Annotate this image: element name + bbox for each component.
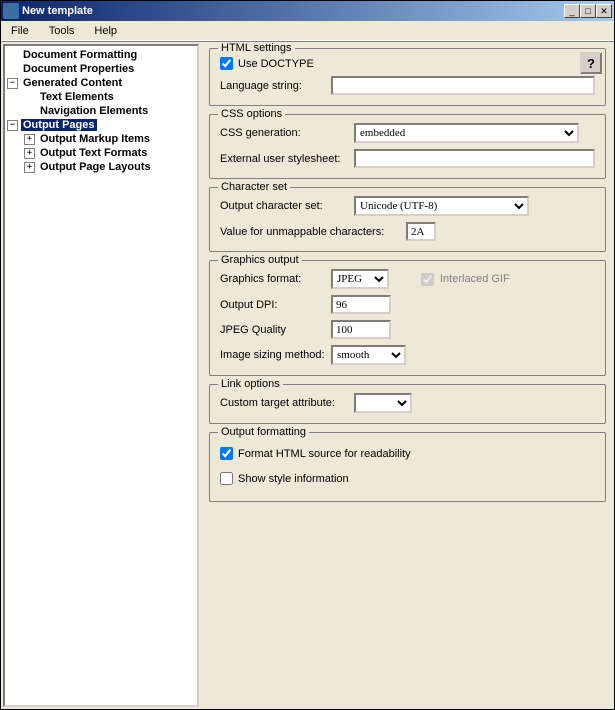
image-sizing-label: Image sizing method:: [220, 349, 325, 361]
app-icon: [3, 3, 19, 19]
menubar: File Tools Help: [1, 21, 614, 41]
external-stylesheet-input[interactable]: [354, 149, 595, 168]
show-style-info-checkbox[interactable]: [220, 472, 233, 485]
language-string-input[interactable]: [331, 76, 595, 95]
output-dpi-input[interactable]: [331, 295, 391, 314]
graphics-format-label: Graphics format:: [220, 273, 325, 285]
tree-toggle-generated[interactable]: −: [7, 78, 18, 89]
menu-tools[interactable]: Tools: [43, 23, 81, 39]
tree-output-page-layouts[interactable]: Output Page Layouts: [38, 161, 153, 173]
image-sizing-select[interactable]: smooth: [331, 345, 406, 365]
tree-output-markup-items[interactable]: Output Markup Items: [38, 133, 152, 145]
fieldset-css-options: CSS options CSS generation: embedded Ext…: [209, 114, 606, 179]
use-doctype-label: Use DOCTYPE: [238, 58, 314, 70]
tree-doc-formatting[interactable]: Document Formatting: [21, 49, 139, 61]
window-title: New template: [22, 5, 564, 17]
fieldset-output-formatting: Output formatting Format HTML source for…: [209, 432, 606, 502]
tree-toggle-page-layouts[interactable]: +: [24, 162, 35, 173]
format-readability-checkbox[interactable]: [220, 447, 233, 460]
legend-html-settings: HTML settings: [218, 42, 295, 54]
form-panel: ? HTML settings Use DOCTYPE Language str…: [201, 42, 614, 709]
minimize-button[interactable]: _: [564, 4, 580, 18]
tree-generated-content[interactable]: Generated Content: [21, 77, 124, 89]
custom-target-select[interactable]: [354, 393, 412, 413]
unmappable-input[interactable]: [406, 222, 436, 241]
maximize-button[interactable]: □: [580, 4, 596, 18]
external-stylesheet-label: External user stylesheet:: [220, 153, 348, 165]
legend-graphics-output: Graphics output: [218, 254, 302, 266]
tree-output-pages[interactable]: Output Pages: [21, 119, 97, 131]
tree-toggle-output-pages[interactable]: −: [7, 120, 18, 131]
titlebar: New template _ □ ✕: [1, 1, 614, 21]
jpeg-quality-input[interactable]: [331, 320, 391, 339]
fieldset-html-settings: HTML settings Use DOCTYPE Language strin…: [209, 48, 606, 106]
menu-file[interactable]: File: [5, 23, 35, 39]
legend-output-formatting: Output formatting: [218, 426, 309, 438]
interlaced-gif-label: Interlaced GIF: [440, 273, 510, 285]
fieldset-link-options: Link options Custom target attribute:: [209, 384, 606, 424]
close-button[interactable]: ✕: [596, 4, 612, 18]
use-doctype-checkbox[interactable]: [220, 57, 233, 70]
jpeg-quality-label: JPEG Quality: [220, 324, 325, 336]
tree-toggle-text-formats[interactable]: +: [24, 148, 35, 159]
unmappable-label: Value for unmappable characters:: [220, 226, 400, 238]
fieldset-character-set: Character set Output character set: Unic…: [209, 187, 606, 252]
interlaced-gif-checkbox: [421, 273, 434, 286]
output-charset-select[interactable]: Unicode (UTF-8): [354, 196, 529, 216]
language-string-label: Language string:: [220, 80, 325, 92]
output-dpi-label: Output DPI:: [220, 299, 325, 311]
legend-css-options: CSS options: [218, 108, 285, 120]
css-generation-label: CSS generation:: [220, 127, 348, 139]
tree-navigation-elements[interactable]: Navigation Elements: [38, 105, 150, 117]
legend-link-options: Link options: [218, 378, 283, 390]
menu-help[interactable]: Help: [88, 23, 123, 39]
tree-output-text-formats[interactable]: Output Text Formats: [38, 147, 149, 159]
tree-doc-properties[interactable]: Document Properties: [21, 63, 136, 75]
show-style-info-label: Show style information: [238, 473, 349, 485]
css-generation-select[interactable]: embedded: [354, 123, 579, 143]
fieldset-graphics-output: Graphics output Graphics format: JPEG In…: [209, 260, 606, 376]
graphics-format-select[interactable]: JPEG: [331, 269, 389, 289]
custom-target-label: Custom target attribute:: [220, 397, 348, 409]
tree-toggle-markup[interactable]: +: [24, 134, 35, 145]
output-charset-label: Output character set:: [220, 200, 348, 212]
tree-text-elements[interactable]: Text Elements: [38, 91, 116, 103]
tree-panel: Document Formatting Document Properties …: [3, 44, 199, 707]
legend-character-set: Character set: [218, 181, 290, 193]
format-readability-label: Format HTML source for readability: [238, 448, 411, 460]
